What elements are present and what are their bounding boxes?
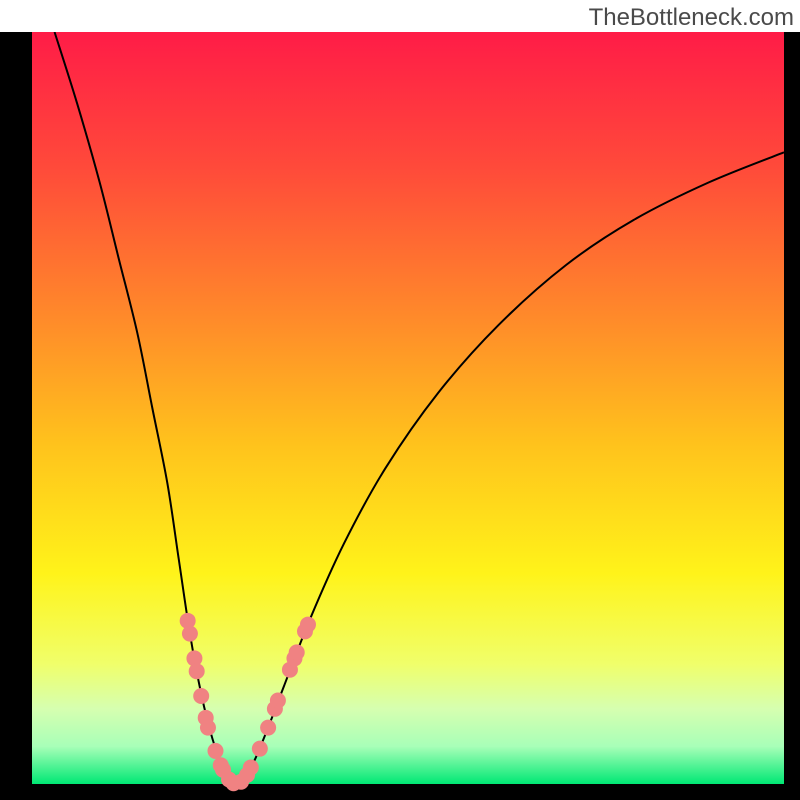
data-marker [260, 720, 276, 736]
data-marker [289, 644, 305, 660]
chart-svg [0, 0, 800, 800]
plot-background [32, 32, 784, 784]
data-marker [270, 693, 286, 709]
bottleneck-chart: TheBottleneck.com [0, 0, 800, 800]
data-marker [252, 741, 268, 757]
data-marker [300, 617, 316, 633]
data-marker [189, 663, 205, 679]
data-marker [207, 743, 223, 759]
data-marker [193, 688, 209, 704]
data-marker [182, 626, 198, 642]
watermark-banner: TheBottleneck.com [0, 0, 800, 32]
data-marker [200, 720, 216, 736]
watermark-text: TheBottleneck.com [589, 4, 794, 31]
data-marker [243, 759, 259, 775]
